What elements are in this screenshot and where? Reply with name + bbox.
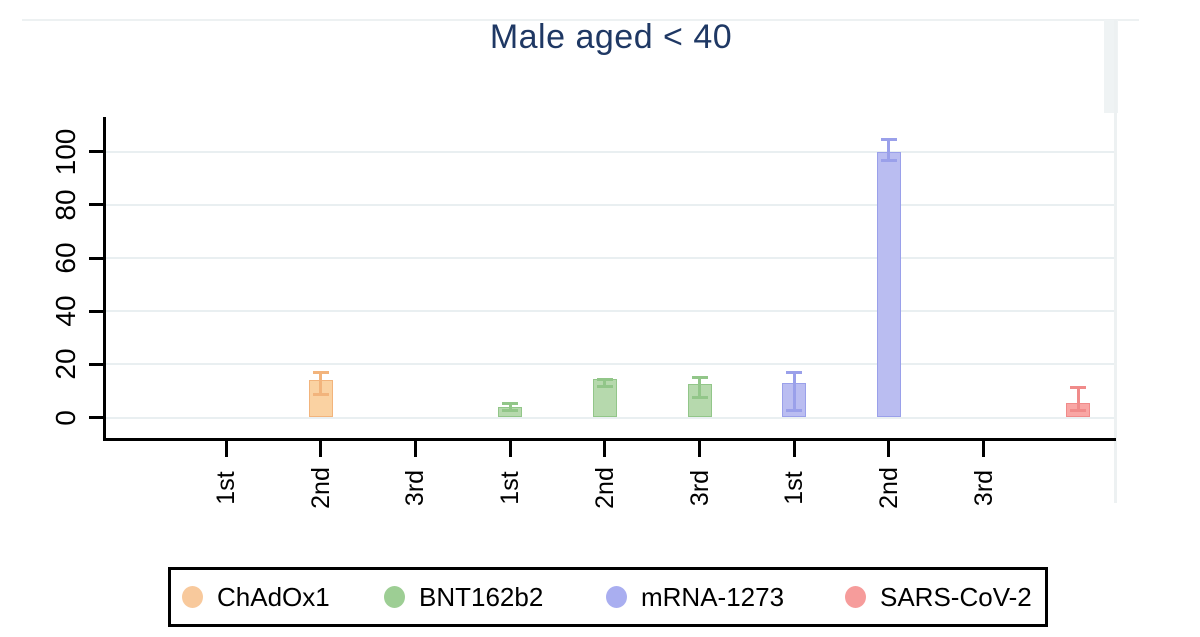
x-tick-label: 1st [496, 471, 525, 505]
legend-label: ChAdOx1 [217, 581, 330, 612]
error-bar-line [792, 370, 796, 413]
error-bar-cap-top [880, 138, 897, 142]
y-tick-mark [89, 416, 104, 419]
error-bar-line [319, 370, 323, 397]
error-bar-cap-top [786, 370, 803, 374]
x-tick-mark [319, 440, 323, 457]
y-tick-label: 80 [50, 189, 81, 221]
x-tick-label: 1st [212, 471, 240, 505]
error-bar-cap-bottom [596, 385, 613, 389]
chart-title: Male aged < 40 [489, 18, 733, 56]
error-bar-cap-bottom [312, 393, 329, 397]
x-tick-mark [508, 440, 512, 457]
legend-swatch-icon [182, 586, 203, 608]
error-bar-cap-top [502, 401, 519, 405]
y-gridline [106, 310, 1114, 313]
error-bar-line [508, 401, 512, 413]
y-tick-mark [89, 150, 104, 154]
error-bar-line [1076, 385, 1080, 413]
legend-label: SARS-CoV-2 [880, 581, 1032, 612]
error-bar-line [603, 377, 607, 389]
x-tick-label: 2nd [306, 467, 335, 509]
error-bar-cap-bottom [691, 395, 708, 399]
error-bar-cap-top [312, 370, 329, 374]
x-tick-label: 3rd [401, 469, 430, 507]
y-tick-mark [89, 362, 104, 366]
y-gridline [106, 416, 1114, 419]
error-bar-line [887, 138, 891, 163]
error-bar-cap-bottom [1070, 409, 1087, 413]
x-tick-mark [792, 440, 796, 457]
x-tick-label: 1st [780, 471, 809, 505]
y-tick-mark [89, 309, 104, 313]
y-gridline [106, 363, 1114, 366]
error-bar-cap-top [596, 377, 613, 381]
legend-item: mRNA-1273 [606, 570, 784, 624]
x-tick-label: 3rd [685, 469, 714, 507]
error-bar-cap-bottom [880, 159, 897, 163]
legend: ChAdOx1 BNT162b2 mRNA-1273 SARS-CoV-2 [168, 567, 1048, 627]
x-tick-mark [413, 440, 417, 457]
x-tick-mark [224, 440, 228, 457]
legend-label: mRNA-1273 [641, 581, 785, 612]
y-tick-label: 100 [50, 128, 81, 176]
error-bar-line [698, 376, 701, 399]
y-gridline [106, 257, 1114, 260]
y-tick-mark [89, 203, 104, 207]
x-tick-mark [887, 440, 891, 457]
page-border-top [22, 19, 1139, 21]
y-tick-label: 60 [50, 242, 81, 274]
y-gridline [106, 203, 1114, 206]
y-tick-label: 0 [50, 409, 81, 426]
bar-mrna-1273-2nd [876, 151, 901, 418]
y-tick-mark [89, 256, 104, 260]
page-border-right [1114, 20, 1117, 503]
y-tick-label: 40 [50, 295, 81, 327]
x-tick-label: 2nd [590, 467, 619, 509]
legend-item: SARS-CoV-2 [845, 570, 1032, 624]
x-axis-line [102, 437, 1116, 441]
x-tick-mark [698, 440, 701, 457]
error-bar-cap-top [691, 376, 708, 380]
y-axis-line [102, 117, 106, 441]
legend-swatch-icon [845, 586, 866, 608]
legend-item: ChAdOx1 [182, 570, 330, 624]
legend-swatch-icon [384, 586, 405, 608]
x-tick-label: 2nd [874, 467, 903, 509]
x-tick-label: 3rd [969, 469, 998, 507]
legend-label: BNT162b2 [419, 581, 544, 612]
error-bar-cap-bottom [502, 409, 519, 413]
y-tick-label: 20 [50, 348, 81, 380]
x-tick-mark [603, 440, 607, 457]
error-bar-cap-top [1070, 385, 1087, 389]
legend-item: BNT162b2 [384, 570, 543, 624]
y-gridline [106, 150, 1114, 153]
legend-swatch-icon [606, 586, 627, 608]
x-tick-mark [982, 440, 986, 457]
error-bar-cap-bottom [786, 409, 803, 413]
